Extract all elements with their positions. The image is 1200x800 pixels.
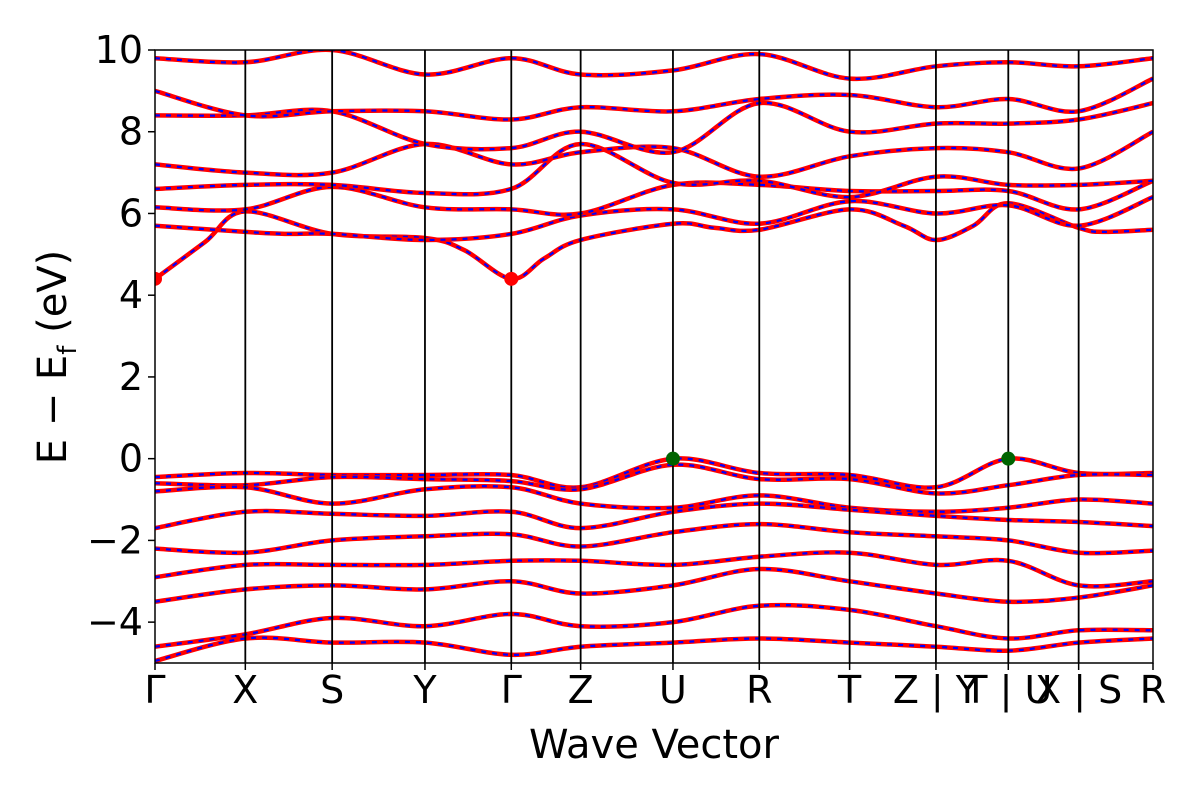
band-line-red-1: [155, 195, 1153, 243]
y-tick-label-0: −4: [87, 600, 143, 644]
x-tick-label-0: Γ: [144, 668, 165, 712]
band-line-red-10: [155, 483, 1153, 515]
plot-frame: [154, 49, 1154, 664]
band-line-blue-1: [155, 196, 1153, 242]
x-tick-label-8: T: [837, 668, 862, 712]
y-tick-label-6: 8: [119, 110, 143, 154]
band-line-red-6: [155, 76, 1153, 122]
band-line-blue-4: [155, 130, 1153, 178]
band-line-red-14: [155, 566, 1153, 605]
band-line-red-4: [155, 129, 1153, 179]
band-line-red-0: [155, 201, 1153, 282]
x-tick-label-12: R: [1140, 668, 1166, 712]
y-axis-label-subscript: f: [53, 345, 83, 355]
y-tick-label-5: 6: [119, 191, 143, 235]
band-line-red-12: [155, 521, 1153, 556]
band-line-blue-0: [155, 202, 1153, 281]
x-tick-label-4: Γ: [501, 668, 522, 712]
band-line-red-16: [155, 635, 1153, 663]
vbm-marker-1: [1001, 451, 1016, 466]
band-line-red-7: [155, 50, 1153, 82]
x-axis-label: Wave Vector: [529, 722, 780, 768]
y-tick-label-7: 10: [95, 28, 143, 72]
y-axis-label-unit: (eV): [30, 250, 76, 346]
y-axis-label-main: E − E: [30, 355, 76, 465]
band-line-blue-13: [155, 551, 1153, 588]
x-tick-label-9: Z | Y: [893, 668, 980, 713]
y-axis-label: E − Ef (eV): [30, 250, 83, 465]
cbm-marker-0: [155, 271, 162, 286]
y-tick-label-1: −2: [87, 518, 143, 562]
band-line-red-13: [155, 550, 1153, 589]
y-tick-label-2: 0: [119, 437, 143, 481]
y-tick-label-3: 2: [119, 355, 143, 399]
x-tick-label-3: Y: [412, 668, 437, 712]
y-tick-label-4: 4: [119, 273, 143, 317]
x-tick-label-6: U: [659, 668, 687, 712]
x-tick-label-11: X | S: [1035, 668, 1122, 713]
x-tick-label-7: R: [746, 668, 772, 712]
y-axis: −4 −2 0 2 4 6 8 10: [87, 28, 155, 644]
extrema-markers: [155, 271, 1016, 466]
x-tick-label-10: T | U: [963, 668, 1052, 713]
band-line-red-9: [155, 462, 1153, 496]
x-axis: Γ X S Y Γ Z U R T Z | YT | UX | S R: [144, 663, 1166, 713]
x-tick-label-1: X: [232, 668, 258, 712]
x-tick-label-2: S: [320, 668, 344, 712]
bands-layer: [155, 50, 1153, 663]
x-tick-label-5: Z: [568, 668, 594, 712]
kpath-lines: [244, 50, 1080, 663]
cbm-marker-1: [504, 271, 519, 286]
vbm-marker-0: [665, 451, 680, 466]
